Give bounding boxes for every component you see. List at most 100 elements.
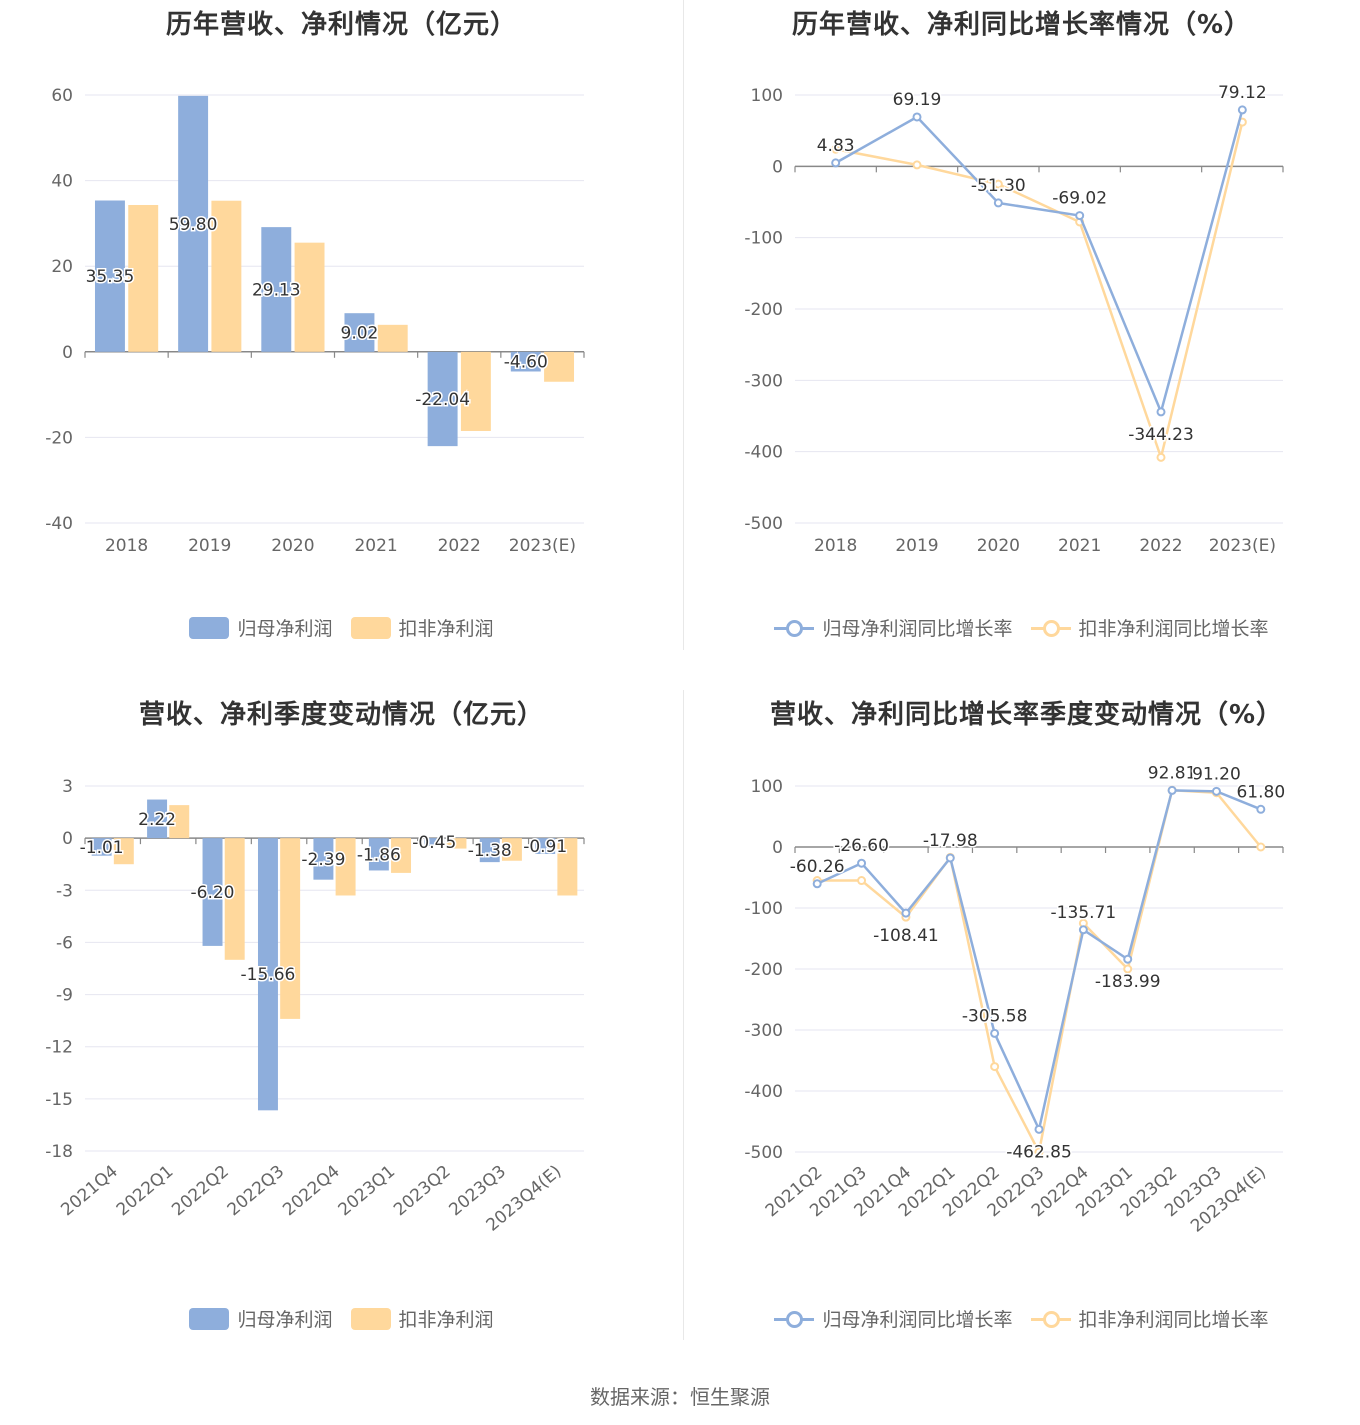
legend-item-deducted-growth[interactable]: 扣非净利润同比增长率 <box>1030 614 1269 641</box>
point-parent-growth <box>1078 925 1088 935</box>
x-tick-label: 2019 <box>188 536 231 556</box>
legend-item-deducted-net-profit[interactable]: 扣非净利润 <box>350 1305 494 1332</box>
y-tick-label: -12 <box>45 1038 73 1058</box>
x-tick-label: 2022Q4 <box>279 1162 344 1221</box>
point-deducted-growth <box>912 160 922 170</box>
data-label: 29.13 <box>252 280 301 300</box>
x-tick-label: 2020 <box>977 536 1020 556</box>
point-parent-growth <box>1156 407 1166 417</box>
legend-item-deducted-net-profit[interactable]: 扣非净利润 <box>350 614 494 641</box>
point-parent-growth <box>993 198 1003 208</box>
x-tick-label: 2020 <box>271 536 314 556</box>
point-parent-growth <box>1237 105 1247 115</box>
legend-label: 归母净利润同比增长率 <box>822 1309 1013 1331</box>
data-label: -305.58 <box>962 1006 1028 1026</box>
x-tick-label: 2022 <box>438 536 481 556</box>
bar-deducted-net-profit <box>460 351 491 431</box>
bar-deducted-net-profit <box>211 200 242 352</box>
y-tick-label: -100 <box>744 899 783 919</box>
legend-item-parent-growth[interactable]: 归母净利润同比增长率 <box>774 614 1013 641</box>
bar-deducted-net-profit <box>335 838 356 896</box>
point-parent-growth <box>831 158 841 168</box>
x-tick-label: 2022Q2 <box>168 1162 233 1221</box>
data-label: -135.71 <box>1051 903 1117 923</box>
data-label: -22.04 <box>415 390 470 410</box>
legend-label: 归母净利润 <box>237 618 333 640</box>
data-label: -1.01 <box>80 838 124 858</box>
data-label: -1.38 <box>468 841 512 861</box>
x-tick-label: 2022Q3 <box>224 1162 289 1221</box>
bar-parent-net-profit <box>510 351 541 372</box>
point-parent-growth <box>1034 1124 1044 1134</box>
point-parent-growth <box>912 112 922 122</box>
y-tick-label: -500 <box>744 514 783 534</box>
annual-profit-panel: 历年营收、净利情况（亿元） 60 40 20 0 -20 -40 2018 2019 2020 2… <box>0 0 683 660</box>
legend-item-deducted-growth[interactable]: 扣非净利润同比增长率 <box>1030 1305 1269 1332</box>
point-parent-growth <box>1075 211 1085 221</box>
data-label: -462.85 <box>1006 1142 1072 1162</box>
data-label: 61.80 <box>1236 782 1285 802</box>
x-tick-label: 2021 <box>1058 536 1101 556</box>
data-label: -0.91 <box>523 837 567 857</box>
point-deducted-growth <box>857 876 867 886</box>
point-deducted-growth <box>1123 964 1133 974</box>
quarterly-growth-chart: 1000-100-200-300-400-5002021Q22021Q32021… <box>744 762 1286 1237</box>
y-tick-label: 60 <box>51 86 73 106</box>
series-line-parent-growth <box>835 109 1244 416</box>
point-parent-growth <box>1167 785 1177 795</box>
data-label: 2.22 <box>138 810 176 830</box>
y-tick-label: -40 <box>45 514 73 534</box>
y-tick-label: -400 <box>744 443 783 463</box>
legend-label: 扣非净利润 <box>398 1309 494 1331</box>
y-tick-label: 20 <box>51 257 73 277</box>
vertical-divider <box>683 0 684 650</box>
point-parent-growth <box>1123 954 1133 964</box>
y-tick-label: 3 <box>62 777 73 797</box>
point-parent-growth <box>990 1028 1000 1038</box>
bar-deducted-net-profit <box>113 838 134 865</box>
data-label: 9.02 <box>341 323 379 343</box>
bar-deducted-net-profit <box>501 838 522 861</box>
legend: 归母净利润 扣非净利润 <box>0 1305 683 1332</box>
y-tick-label: -400 <box>744 1082 783 1102</box>
point-deducted-growth <box>1034 1147 1044 1157</box>
bar-parent-net-profit <box>178 95 209 352</box>
legend-swatch <box>1030 1308 1071 1330</box>
data-label: -344.23 <box>1128 425 1194 445</box>
y-tick-label: -300 <box>744 1021 783 1041</box>
y-tick-label: -200 <box>744 300 783 320</box>
x-tick-label: 2018 <box>814 536 857 556</box>
vertical-divider <box>683 690 684 1340</box>
chart-title: 营收、净利同比增长率季度变动情况（%） <box>769 700 1284 730</box>
data-label: -17.98 <box>923 831 978 851</box>
bar-parent-net-profit <box>257 838 278 1111</box>
data-label: 92.81 <box>1148 763 1197 783</box>
data-label: 69.19 <box>893 90 942 110</box>
legend-item-parent-net-profit[interactable]: 归母净利润 <box>189 614 333 641</box>
y-tick-label: -300 <box>744 371 783 391</box>
data-label: 35.35 <box>86 267 135 287</box>
data-label: -2.39 <box>301 850 345 870</box>
legend-label: 扣非净利润同比增长率 <box>1078 618 1269 640</box>
legend: 归母净利润 扣非净利润 <box>0 614 683 641</box>
data-label: 59.80 <box>169 215 218 235</box>
legend-item-parent-growth[interactable]: 归母净利润同比增长率 <box>774 1305 1013 1332</box>
legend-swatch <box>774 1308 815 1330</box>
bar-parent-net-profit <box>535 838 556 854</box>
legend-item-parent-net-profit[interactable]: 归母净利润 <box>189 1305 333 1332</box>
data-label: 79.12 <box>1218 83 1267 103</box>
bar-deducted-net-profit <box>169 805 190 839</box>
quarterly-growth-panel: 营收、净利同比增长率季度变动情况（%） 100 0 -100 -200 -300 -400… <box>683 690 1360 1350</box>
x-tick-label: 2019 <box>895 536 938 556</box>
annual-growth-panel: 历年营收、净利同比增长率情况（%） 100 0 -100 -200 -300 -400 -5… <box>683 0 1360 660</box>
point-deducted-growth <box>831 144 841 154</box>
bar-deducted-net-profit <box>128 204 159 352</box>
data-label: -69.02 <box>1052 189 1107 209</box>
y-tick-label: 100 <box>751 86 783 106</box>
data-label: 4.83 <box>817 136 855 156</box>
bar-parent-net-profit <box>94 200 125 352</box>
quarterly-profit-panel: 营收、净利季度变动情况（亿元） 3 0 -3 -6 -9 -12 -15 -18 2021Q4 2… <box>0 690 683 1350</box>
legend-label: 扣非净利润同比增长率 <box>1078 1309 1269 1331</box>
bar-deducted-net-profit <box>280 838 301 1019</box>
data-label: -183.99 <box>1095 972 1161 992</box>
